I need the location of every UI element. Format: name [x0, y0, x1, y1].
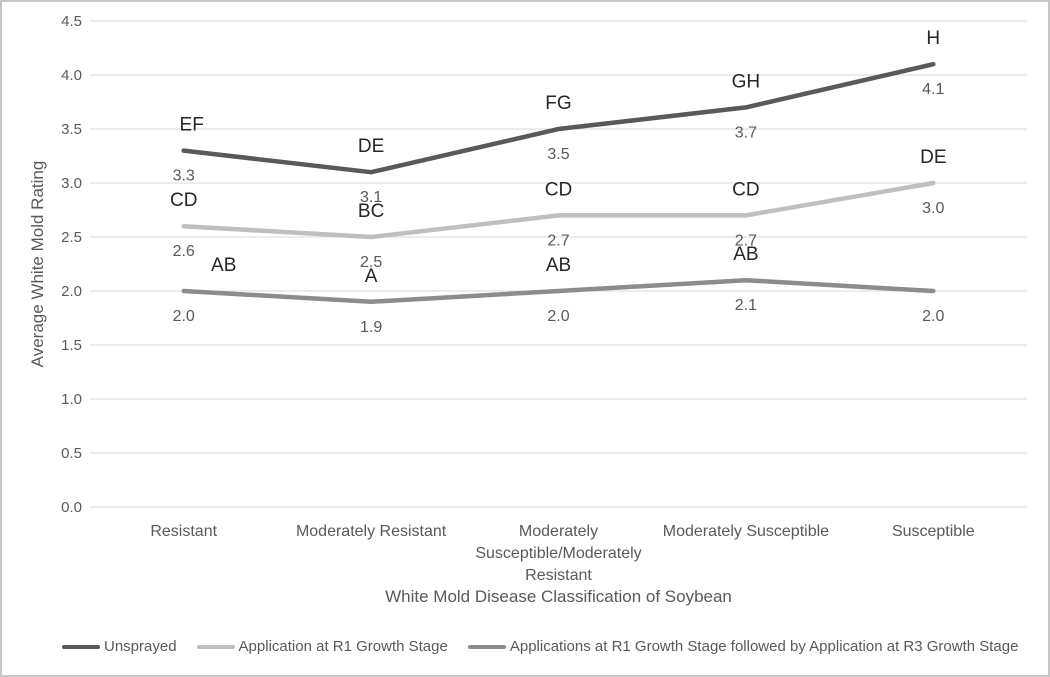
y-tick-label: 1.5: [61, 337, 82, 354]
chart-plot-area: 0.0 0.5 1.0 1.5 2.0 2.5 3.0 3.5 4.0 4.5 EF 3.3 DE 3.1…: [61, 13, 1027, 584]
legend-item-1: Application at R1 Growth Stage: [196, 638, 448, 655]
legend-item-2: Applications at R1 Growth Stage followed…: [467, 638, 1019, 655]
legend-swatch-0: [62, 644, 100, 649]
legend-item-0: Unsprayed: [62, 638, 177, 655]
legend: Unsprayed Application at R1 Growth Stage A…: [2, 638, 1048, 655]
series-line-0: [181, 61, 936, 175]
point-value-label: 3.0: [922, 200, 944, 217]
x-category-label: Moderately Susceptible/Moderately Resistan…: [475, 523, 641, 584]
point-value-label: 2.7: [735, 232, 757, 249]
point-letter-label: BC: [358, 201, 384, 222]
y-axis-title: Average White Mold Rating: [28, 160, 47, 368]
point-letter-label: CD: [170, 190, 197, 211]
point-value-label: 2.6: [173, 243, 195, 260]
point-letter-label: GH: [732, 71, 761, 92]
y-tick-label: 2.0: [61, 283, 82, 300]
point-value-label: 2.5: [360, 254, 382, 271]
point-letter-label: DE: [920, 147, 946, 168]
series-line-1: [181, 180, 936, 240]
y-tick-label: 0.0: [61, 499, 82, 516]
point-value-label: 2.0: [547, 308, 569, 325]
y-tick-label: 4.0: [61, 67, 82, 84]
point-value-label: 2.7: [547, 232, 569, 249]
x-category-label: Moderately Susceptible: [663, 523, 829, 540]
point-value-label: 3.1: [360, 189, 382, 206]
point-letter-label: CD: [545, 179, 572, 200]
x-category-label: Moderately Resistant: [296, 523, 447, 540]
point-letter-label: FG: [545, 93, 571, 114]
x-axis-title: White Mold Disease Classification of Soy…: [385, 587, 732, 606]
point-letter-label: DE: [358, 136, 384, 157]
y-tick-label: 3.0: [61, 175, 82, 192]
point-value-label: 3.5: [547, 146, 569, 163]
point-letter-label: AB: [546, 255, 571, 276]
legend-swatch-2: [467, 644, 506, 649]
x-category-label: Susceptible: [892, 523, 975, 540]
point-value-label: 2.0: [922, 308, 944, 325]
point-value-label: 3.7: [735, 124, 757, 141]
point-value-label: 2.0: [173, 308, 195, 325]
y-tick-label: 3.5: [61, 121, 82, 138]
y-tick-label: 2.5: [61, 229, 82, 246]
point-letter-label: AB: [211, 255, 236, 276]
point-value-label: 2.1: [735, 297, 757, 314]
point-letter-label: H: [926, 28, 940, 49]
legend-swatch-1: [196, 644, 235, 649]
y-tick-label: 4.5: [61, 13, 82, 30]
legend-label-0: Unsprayed: [104, 638, 177, 655]
point-value-label: 4.1: [922, 81, 944, 98]
series-line-2: [181, 277, 936, 305]
y-tick-label: 1.0: [61, 391, 82, 408]
legend-label-2: Applications at R1 Growth Stage followed…: [509, 638, 1019, 655]
legend-label-1: Application at R1 Growth Stage: [238, 638, 448, 655]
point-letter-label: AB: [733, 244, 758, 265]
x-category-label: Resistant: [150, 523, 217, 540]
point-value-label: 3.3: [173, 168, 195, 185]
y-tick-label: 0.5: [61, 445, 82, 462]
point-value-label: 1.9: [360, 319, 382, 336]
point-letter-label: EF: [180, 115, 204, 136]
point-letter-label: CD: [732, 179, 759, 200]
point-letter-label: A: [365, 266, 378, 287]
